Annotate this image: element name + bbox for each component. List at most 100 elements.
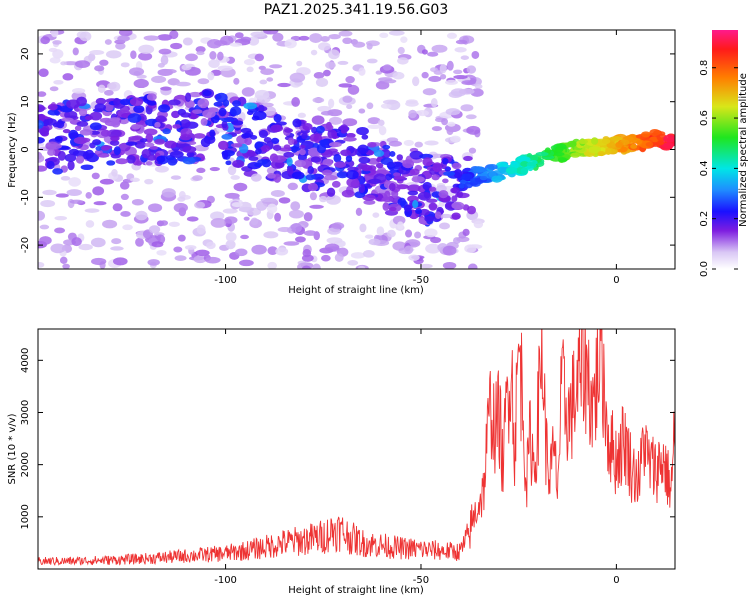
- heatmap-cell: [69, 199, 84, 204]
- heatmap-cell: [317, 42, 331, 51]
- heatmap-cell: [200, 118, 208, 126]
- heatmap-cell: [94, 65, 105, 72]
- heatmap-cell: [446, 60, 454, 71]
- heatmap-cell: [92, 139, 102, 146]
- heatmap-cell: [407, 190, 419, 196]
- heatmap-cell: [188, 91, 202, 98]
- heatmap-cell: [100, 129, 111, 137]
- heatmap-cell: [403, 204, 412, 212]
- colorbar: 0.0 0.2 0.4 0.6 0.8 Normalized spectral ampl…: [699, 30, 749, 277]
- heatmap-cell: [414, 231, 422, 239]
- heatmap-cell: [125, 141, 138, 146]
- snr-ylabel: SNR (10 * v/v): [7, 413, 18, 484]
- heatmap-cell: [99, 59, 109, 66]
- heatmap-cell: [358, 108, 366, 114]
- spectrogram-ytick-label: 0: [20, 146, 31, 152]
- heatmap-cell: [328, 49, 340, 60]
- heatmap-cell: [363, 199, 376, 205]
- heatmap-cell: [68, 129, 79, 140]
- heatmap-cell: [427, 51, 439, 57]
- heatmap-cell: [145, 161, 153, 166]
- heatmap-cell: [272, 144, 282, 151]
- heatmap-cell: [71, 237, 82, 247]
- heatmap-cell: [66, 189, 83, 196]
- heatmap-cell: [432, 162, 443, 173]
- heatmap-cell: [358, 156, 371, 164]
- heatmap-cell: [309, 204, 324, 209]
- heatmap-cell: [439, 222, 451, 230]
- heatmap-cell: [184, 245, 197, 250]
- heatmap-cell: [66, 99, 80, 109]
- heatmap-cell: [225, 232, 237, 242]
- heatmap-cell: [250, 217, 259, 226]
- heatmap-cell: [52, 40, 62, 45]
- heatmap-cell: [251, 244, 267, 255]
- heatmap-cell: [146, 93, 157, 101]
- heatmap-cell: [364, 234, 374, 239]
- snr-ytick-label: 4000: [20, 348, 31, 373]
- heatmap-cell: [99, 178, 115, 185]
- heatmap-cell: [60, 176, 71, 181]
- heatmap-cell: [138, 52, 153, 61]
- heatmap-cell: [184, 100, 195, 109]
- heatmap-cell: [111, 238, 122, 245]
- heatmap-cell: [455, 39, 468, 45]
- heatmap-cell: [53, 79, 64, 85]
- heatmap-cell: [334, 161, 347, 168]
- heatmap-cell: [38, 262, 45, 268]
- heatmap-cell: [292, 171, 305, 180]
- heatmap-cell: [180, 112, 192, 118]
- heatmap-cell: [447, 121, 456, 127]
- heatmap-cell: [255, 148, 262, 155]
- heatmap-cell: [52, 168, 63, 175]
- heatmap-cell: [350, 252, 366, 259]
- heatmap-cell: [662, 142, 675, 149]
- heatmap-cell: [657, 140, 665, 146]
- heatmap-cell: [442, 178, 449, 184]
- heatmap-cell: [144, 142, 155, 147]
- heatmap-cell: [333, 153, 342, 163]
- heatmap-cell: [302, 123, 313, 131]
- colorbar-tick-label: 0.2: [699, 211, 710, 227]
- heatmap-cell: [136, 74, 147, 79]
- heatmap-cell: [193, 255, 207, 264]
- heatmap-cell: [277, 227, 292, 233]
- heatmap-cell: [294, 159, 307, 168]
- heatmap-cell: [338, 30, 353, 37]
- heatmap-cell: [224, 216, 238, 224]
- heatmap-cell: [110, 246, 124, 251]
- heatmap-cell: [154, 138, 166, 145]
- heatmap-cell: [375, 70, 383, 75]
- heatmap-cell: [202, 90, 212, 97]
- heatmap-cell: [303, 212, 313, 222]
- heatmap-cell: [303, 230, 317, 236]
- heatmap-cell: [49, 86, 59, 92]
- heatmap-cell: [93, 201, 107, 206]
- heatmap-cell: [431, 174, 440, 181]
- heatmap-cell: [373, 149, 385, 157]
- heatmap-cell: [148, 225, 161, 234]
- heatmap-cell: [382, 202, 390, 211]
- heatmap-cell: [50, 30, 59, 38]
- heatmap-cell: [118, 30, 133, 37]
- heatmap-cell: [324, 243, 340, 252]
- heatmap-cell: [173, 246, 183, 253]
- heatmap-cell: [310, 49, 318, 56]
- heatmap-cell: [130, 177, 140, 182]
- heatmap-cell: [220, 35, 234, 46]
- heatmap-cell: [317, 105, 332, 112]
- heatmap-cell: [222, 99, 230, 107]
- heatmap-cell: [257, 104, 265, 113]
- snr-ytick-label: 1000: [20, 504, 31, 529]
- heatmap-cell: [316, 143, 326, 154]
- heatmap-cell: [97, 84, 106, 94]
- heatmap-cell: [263, 30, 279, 35]
- heatmap-cell: [40, 36, 50, 45]
- heatmap-cell: [368, 238, 381, 246]
- heatmap-cell: [424, 140, 439, 146]
- heatmap-cell: [339, 124, 349, 134]
- snr-xtick-label: -50: [413, 575, 429, 586]
- heatmap-cell: [451, 212, 461, 220]
- heatmap-cell: [272, 32, 284, 42]
